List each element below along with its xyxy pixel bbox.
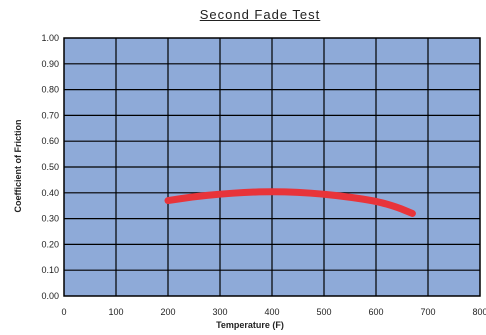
y-tick-label: 0.70 xyxy=(41,110,59,120)
y-tick-label: 0.00 xyxy=(41,291,59,301)
y-tick-label: 0.50 xyxy=(41,162,59,172)
y-tick-label: 0.90 xyxy=(41,59,59,69)
series-line xyxy=(164,188,416,217)
x-tick-label: 200 xyxy=(160,307,175,317)
x-tick-label: 300 xyxy=(212,307,227,317)
x-tick-label: 500 xyxy=(316,307,331,317)
y-tick-label: 0.10 xyxy=(41,265,59,275)
x-tick-label: 600 xyxy=(368,307,383,317)
x-tick-label: 400 xyxy=(264,307,279,317)
y-tick-label: 0.80 xyxy=(41,85,59,95)
x-tick-label: 100 xyxy=(108,307,123,317)
x-tick-label: 0 xyxy=(61,307,66,317)
y-tick-label: 0.30 xyxy=(41,214,59,224)
x-axis-label: Temperature (F) xyxy=(216,320,284,330)
x-tick-label: 700 xyxy=(420,307,435,317)
y-axis-label: Coefficient of Friction xyxy=(13,119,23,213)
y-tick-label: 0.20 xyxy=(41,239,59,249)
x-tick-label: 800 xyxy=(472,307,486,317)
chart-title: Second Fade Test xyxy=(199,7,321,22)
y-tick-label: 0.60 xyxy=(41,136,59,146)
y-tick-label: 1.00 xyxy=(41,33,59,43)
y-tick-label: 0.40 xyxy=(41,188,59,198)
